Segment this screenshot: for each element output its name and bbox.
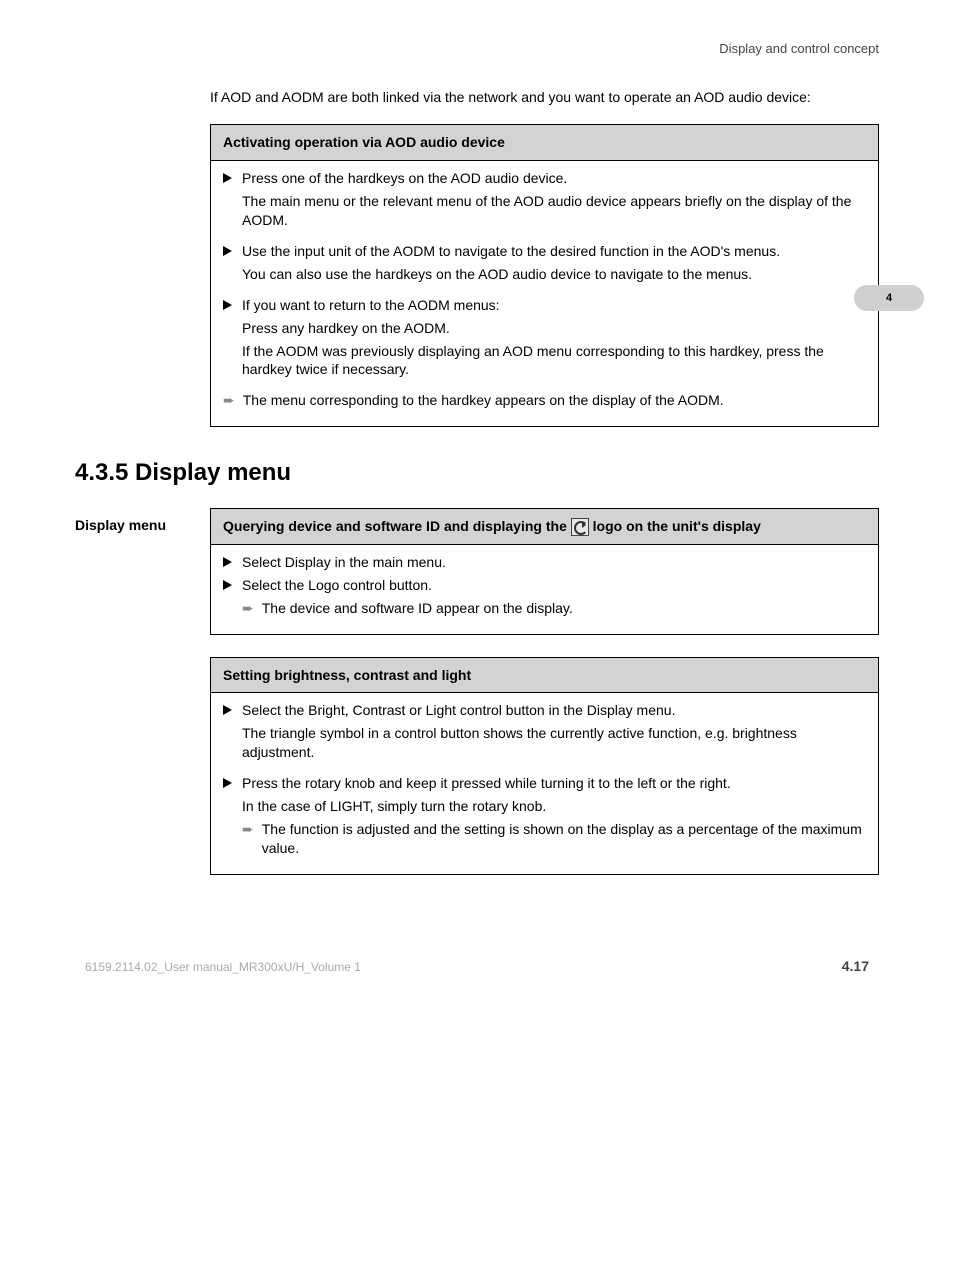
page-header: Display and control concept	[75, 40, 879, 58]
intro-text: If AOD and AODM are both linked via the …	[210, 88, 879, 107]
box1-title: Activating operation via AOD audio devic…	[211, 125, 878, 161]
play-icon	[223, 557, 232, 567]
play-icon	[223, 173, 232, 183]
box2-title: Querying device and software ID and disp…	[223, 517, 761, 536]
box1-result: The menu corresponding to the hardkey ap…	[243, 391, 866, 410]
group-label: Display menu	[75, 508, 210, 535]
procedure-box-2: Querying device and software ID and disp…	[210, 508, 879, 635]
box3-title: Setting brightness, contrast and light	[211, 658, 878, 694]
box3-step1-sub: The triangle symbol in a control button …	[242, 724, 866, 762]
box3-result: The function is adjusted and the setting…	[262, 820, 866, 858]
footer-left: 6159.2114.02_User manual_MR300xU/H_Volum…	[85, 959, 477, 975]
result-arrow-icon: ➨	[223, 391, 235, 410]
box1-step3-extra: If the AODM was previously displaying an…	[242, 342, 866, 380]
page-footer: 6159.2114.02_User manual_MR300xU/H_Volum…	[75, 957, 879, 976]
box1-step2-sub: You can also use the hardkeys on the AOD…	[242, 265, 866, 284]
box2-step1: Select Display in the main menu.	[242, 553, 866, 572]
section-heading: 4.3.5 Display menu	[75, 457, 879, 489]
play-icon	[223, 778, 232, 788]
box3-step2-sub: In the case of LIGHT, simply turn the ro…	[242, 797, 866, 816]
procedure-box-3: Setting brightness, contrast and light S…	[210, 657, 879, 875]
play-icon	[223, 246, 232, 256]
box2-result: The device and software ID appear on the…	[262, 599, 866, 618]
box1-step3: If you want to return to the AODM menus:	[242, 296, 866, 315]
box1-step1-sub: The main menu or the relevant menu of th…	[242, 192, 866, 230]
box3-step1: Select the Bright, Contrast or Light con…	[242, 701, 866, 720]
procedure-box-1: Activating operation via AOD audio devic…	[210, 124, 879, 427]
box3-step2: Press the rotary knob and keep it presse…	[242, 774, 866, 793]
play-icon	[223, 580, 232, 590]
box1-step3-sub: Press any hardkey on the AODM.	[242, 319, 866, 338]
box1-step2: Use the input unit of the AODM to naviga…	[242, 242, 866, 261]
result-arrow-icon: ➨	[242, 820, 254, 839]
refresh-icon	[571, 518, 589, 536]
play-icon	[223, 705, 232, 715]
footer-page-number: 4.17	[477, 957, 869, 976]
play-icon	[223, 300, 232, 310]
section-tab: 4	[854, 285, 924, 311]
box2-step2: Select the Logo control button.	[242, 576, 866, 595]
result-arrow-icon: ➨	[242, 599, 254, 618]
box1-step1: Press one of the hardkeys on the AOD aud…	[242, 169, 866, 188]
